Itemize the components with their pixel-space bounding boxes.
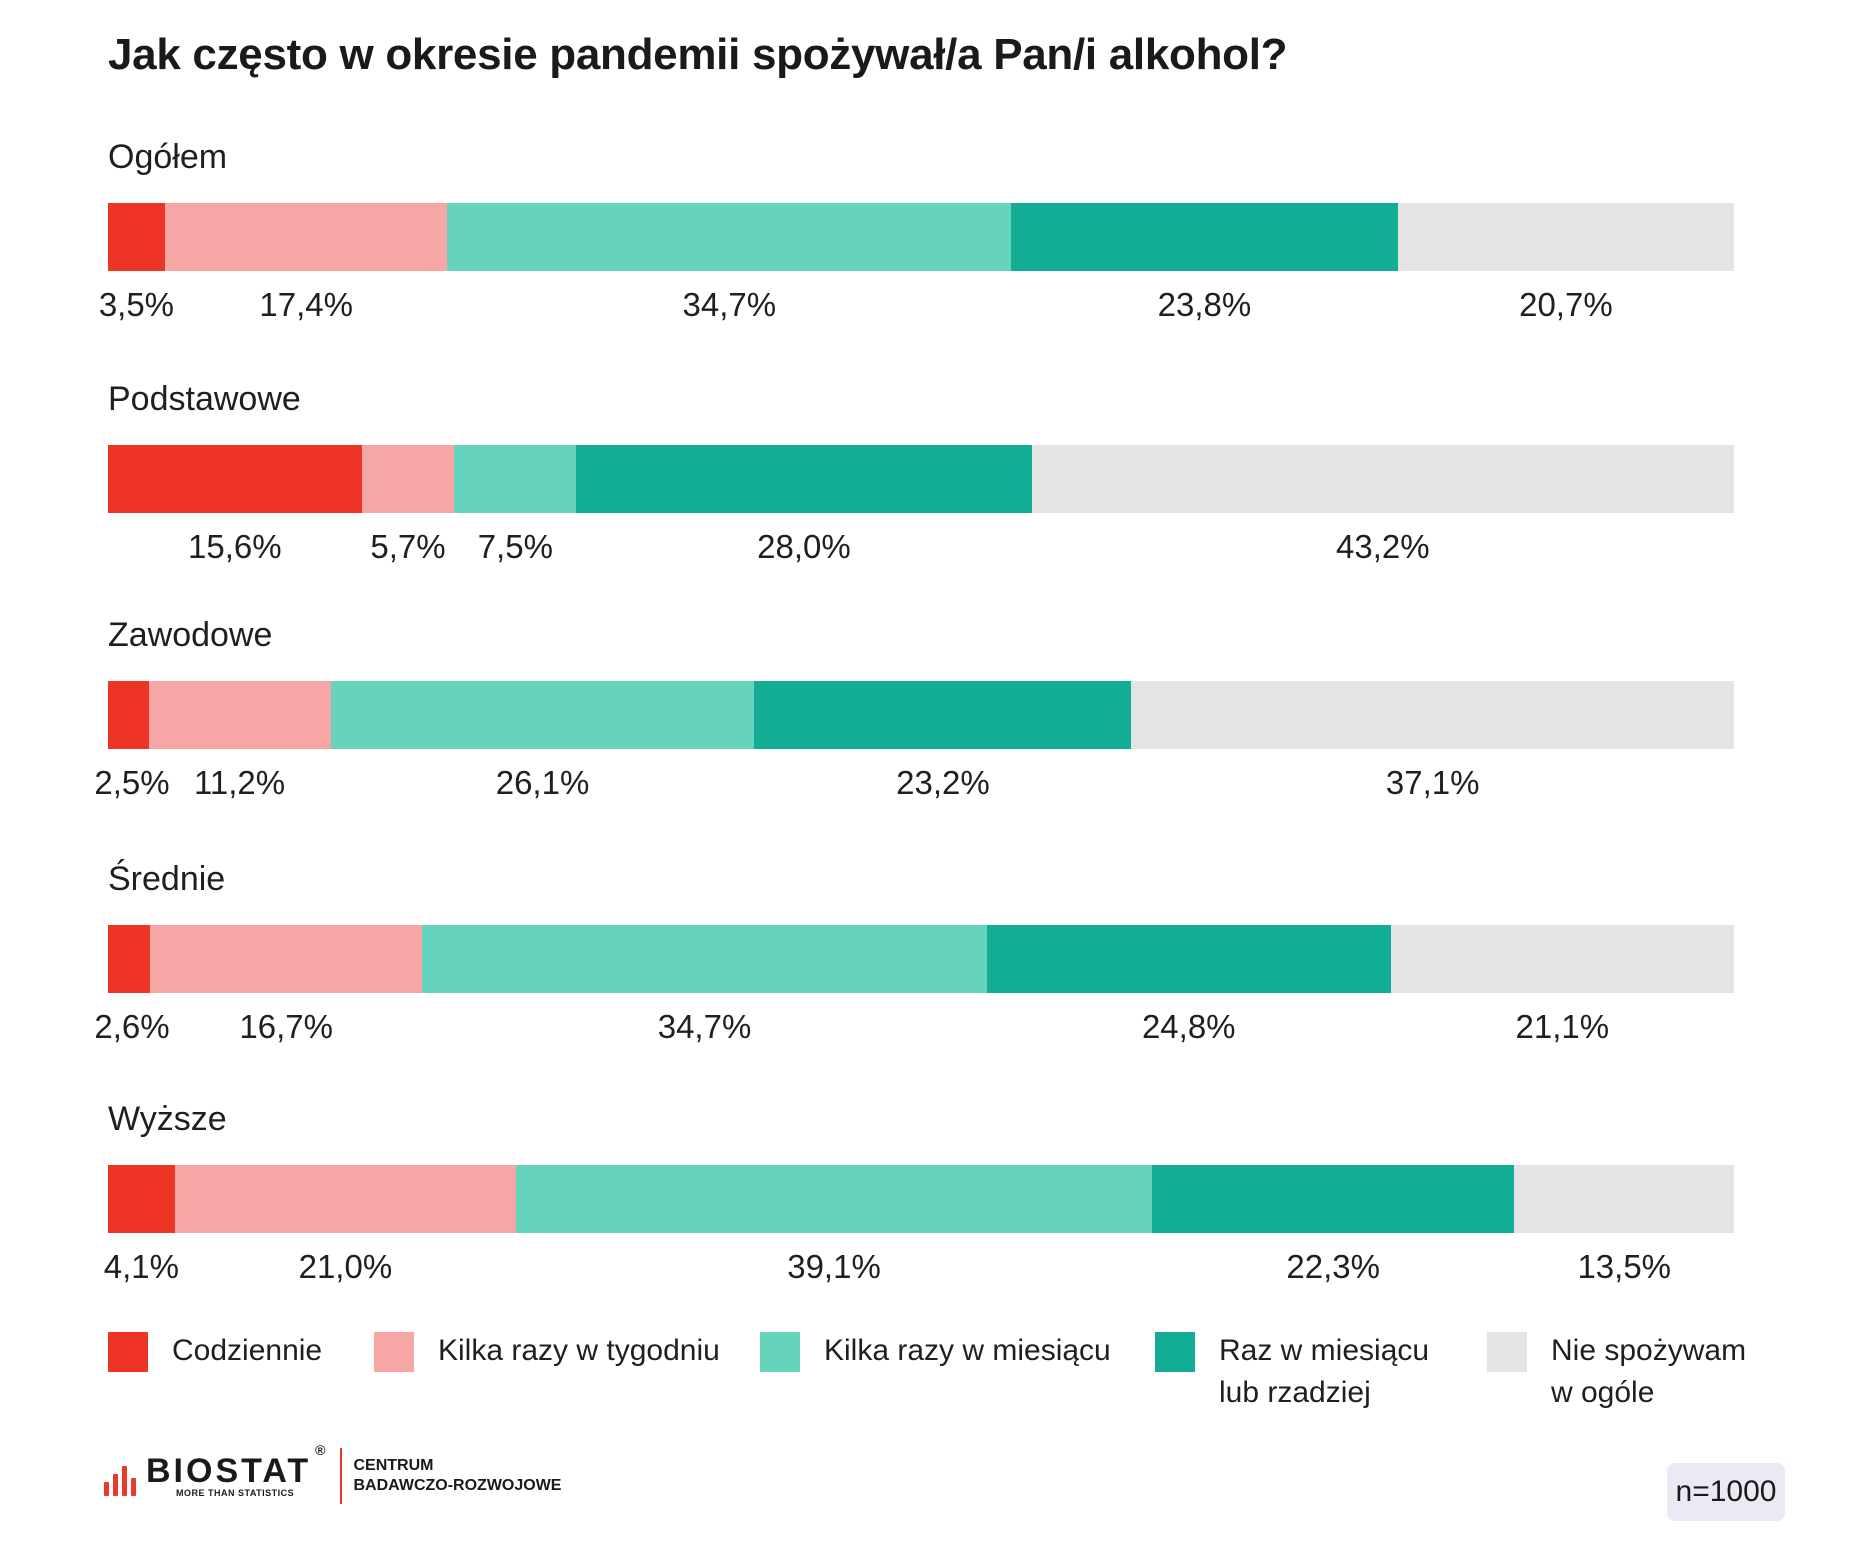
value-label: 23,8% xyxy=(1157,286,1252,323)
legend-swatch xyxy=(1487,1332,1527,1372)
value-label: 34,7% xyxy=(657,1008,752,1045)
logo-wordmark: BIOSTAT xyxy=(146,1452,312,1490)
legend-swatch xyxy=(760,1332,800,1372)
bar-segment xyxy=(150,925,423,993)
value-label: 7,5% xyxy=(477,528,553,565)
value-label: 43,2% xyxy=(1335,528,1430,565)
bar-segment xyxy=(361,445,455,513)
legend-label-line: Raz w miesiącu xyxy=(1219,1334,1430,1367)
bar-segment xyxy=(164,203,448,271)
value-label: 22,3% xyxy=(1286,1248,1380,1285)
group-label: Ogółem xyxy=(108,138,228,176)
bar-segment xyxy=(108,203,165,271)
bar-segment xyxy=(1031,445,1734,513)
bar-segment xyxy=(108,925,151,993)
legend-label-line: Kilka razy w miesiącu xyxy=(824,1334,1111,1367)
legend-label: Kilka razy w tygodniu xyxy=(438,1330,720,1372)
center-line-2: BADAWCZO-ROZWOJOWE xyxy=(353,1477,562,1494)
value-label: 28,0% xyxy=(757,528,851,565)
legend-swatch xyxy=(108,1332,148,1372)
group-label: Wyższe xyxy=(108,1100,227,1138)
logo-bars-icon xyxy=(104,1456,136,1496)
bar-segment xyxy=(422,925,987,993)
bar-segment xyxy=(454,445,577,513)
center-name: CENTRUM BADAWCZO-ROZWOJOWE xyxy=(354,1456,562,1496)
value-label: 13,5% xyxy=(1577,1248,1672,1285)
legend-label-line: lub rzadziej xyxy=(1219,1376,1371,1409)
bar-segment xyxy=(1390,925,1734,993)
legend-item: Kilka razy w tygodniu xyxy=(374,1332,720,1372)
stacked-bar-chart: Ogółem 3,5% 17,4% 34,7% 23,8% 20,7% Podstawowe… xyxy=(94,138,1734,1285)
value-label: 23,2% xyxy=(896,764,990,801)
value-label: 21,0% xyxy=(298,1248,393,1285)
bar-segment xyxy=(108,1165,175,1233)
bar-segment xyxy=(108,681,149,749)
bar-segment xyxy=(330,681,755,749)
bar-segment xyxy=(1011,203,1398,271)
value-label: 20,7% xyxy=(1519,286,1613,323)
value-label: 16,7% xyxy=(239,1008,334,1045)
bar-row xyxy=(108,1165,1734,1233)
legend-label: Raz w miesiącu lub rzadziej xyxy=(1219,1330,1429,1414)
value-label: 15,6% xyxy=(188,528,282,565)
group-label: Podstawowe xyxy=(108,380,301,418)
bar-segment xyxy=(174,1165,517,1233)
legend-label: Nie spożywam w ogóle xyxy=(1551,1330,1746,1414)
bar-segment xyxy=(986,925,1391,993)
bar-row xyxy=(108,445,1734,513)
value-label: 26,1% xyxy=(495,764,590,801)
bar-segment xyxy=(1131,681,1734,749)
logo-tagline: MORE THAN STATISTICS xyxy=(176,1488,295,1498)
bar-segment xyxy=(1151,1165,1515,1233)
value-label: 3,5% xyxy=(98,286,175,323)
group-label: Zawodowe xyxy=(108,616,273,654)
value-label: 4,1% xyxy=(103,1248,179,1285)
bar-segment xyxy=(1514,1165,1734,1233)
legend-label-line: Nie spożywam xyxy=(1551,1334,1747,1367)
legend-item: Nie spożywam w ogóle xyxy=(1487,1332,1746,1414)
legend-swatch xyxy=(1155,1332,1195,1372)
bar-row xyxy=(108,203,1734,271)
value-label: 2,6% xyxy=(94,1008,170,1045)
value-label: 39,1% xyxy=(787,1248,881,1285)
legend: Codziennie Kilka razy w tygodniu Kilka raz… xyxy=(0,1332,1851,1412)
value-label: 17,4% xyxy=(259,286,353,323)
logo-divider xyxy=(339,1448,342,1504)
legend-label-line: Codziennie xyxy=(172,1334,323,1367)
sample-size-badge: n=1000 xyxy=(1667,1463,1785,1521)
bar-segment xyxy=(148,681,331,749)
legend-label: Kilka razy w miesiącu xyxy=(824,1330,1111,1372)
center-line-1: CENTRUM xyxy=(353,1457,434,1474)
legend-item: Codziennie xyxy=(108,1332,322,1372)
registered-mark: ® xyxy=(315,1442,326,1458)
value-label: 5,7% xyxy=(370,528,446,565)
legend-label: Codziennie xyxy=(172,1330,322,1372)
value-label: 24,8% xyxy=(1141,1008,1236,1045)
legend-swatch xyxy=(374,1332,414,1372)
bar-segment xyxy=(447,203,1012,271)
legend-item: Kilka razy w miesiącu xyxy=(760,1332,1111,1372)
value-label: 2,5% xyxy=(94,764,170,801)
bar-segment xyxy=(754,681,1132,749)
value-label: 11,2% xyxy=(194,764,286,801)
bar-segment xyxy=(576,445,1032,513)
bar-segment xyxy=(108,445,362,513)
bar-segment xyxy=(516,1165,1152,1233)
bar-row xyxy=(108,681,1734,749)
biostat-logo: BIOSTAT MORE THAN STATISTICS ® CENTRUM B… xyxy=(104,1442,562,1504)
group-label: Średnie xyxy=(108,860,226,898)
value-label: 34,7% xyxy=(682,286,777,323)
bar-segment xyxy=(1397,203,1734,271)
value-label: 21,1% xyxy=(1515,1008,1610,1045)
legend-label-line: w ogóle xyxy=(1551,1376,1655,1409)
value-label: 37,1% xyxy=(1385,764,1480,801)
legend-label-line: Kilka razy w tygodniu xyxy=(438,1334,720,1367)
legend-item: Raz w miesiącu lub rzadziej xyxy=(1155,1332,1429,1414)
chart-title: Jak często w okresie pandemii spożywał/a… xyxy=(108,30,1288,79)
bar-row xyxy=(108,925,1734,993)
